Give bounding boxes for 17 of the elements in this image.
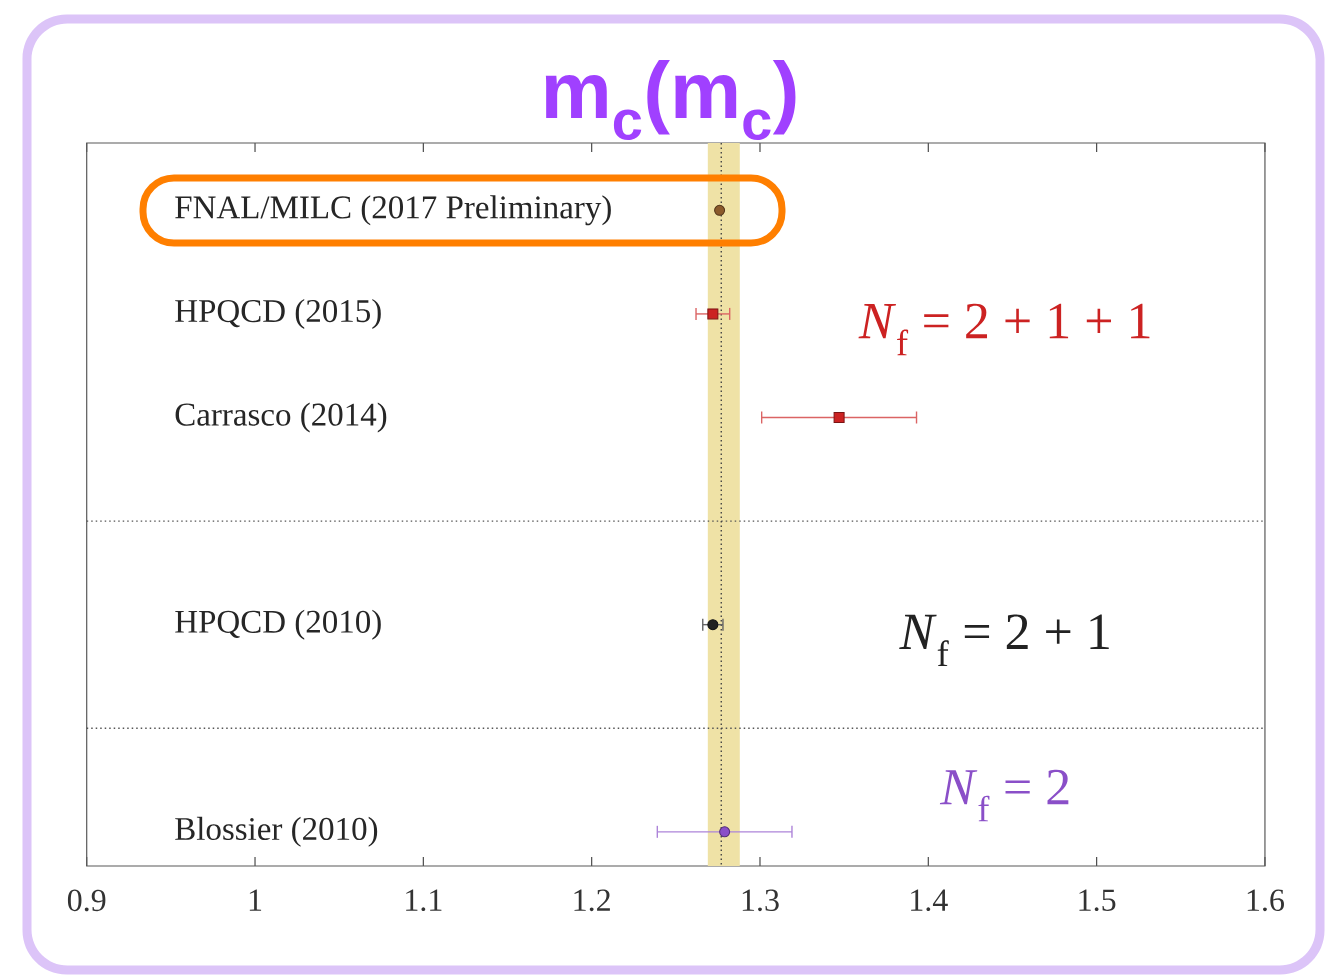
- y-tick-label: Carrasco (2014): [175, 402, 387, 433]
- chart-title: m$_{c}$(m$_{c}$): [545, 60, 796, 141]
- x-tick-label: 1.3: [742, 889, 779, 912]
- x-tick-label: 1.1: [406, 889, 442, 912]
- x-tick-label: 0.9: [67, 889, 106, 912]
- y-tick-label: FNAL/MILC (2017 Preliminary): [175, 195, 611, 226]
- y-tick-label: Blossier (2010): [175, 816, 378, 847]
- text: N$_{f}$ = 2 + 1: [899, 614, 1109, 666]
- series-label: N$_{f}$ = 2 + 1 + 1: [858, 303, 1150, 356]
- x-tick-label: 1.4: [911, 889, 948, 912]
- x-tick-label: 1: [249, 889, 262, 911]
- x-tick-label: 1.5: [1079, 889, 1116, 912]
- y-tick-label: HPQCD (2010): [175, 609, 381, 640]
- text: N$_{f}$ = 2: [939, 769, 1069, 822]
- x-tick-label: 1.6: [1247, 889, 1284, 912]
- x-tick-label: 1.2: [574, 889, 610, 912]
- y-tick-label: HPQCD (2015): [175, 298, 381, 329]
